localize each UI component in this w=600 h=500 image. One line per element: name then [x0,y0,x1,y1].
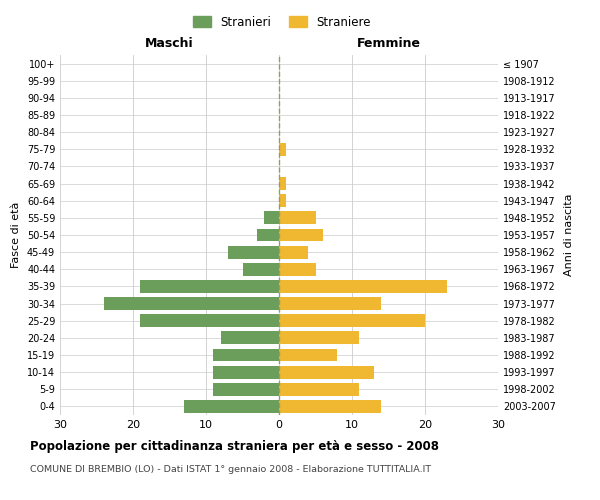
Bar [279,280,447,293]
Bar [279,400,381,413]
Bar [184,400,279,413]
Bar [279,194,286,207]
Bar [279,246,308,258]
Bar [279,177,286,190]
Text: Maschi: Maschi [145,37,194,50]
Text: Popolazione per cittadinanza straniera per età e sesso - 2008: Popolazione per cittadinanza straniera p… [30,440,439,453]
Bar [221,332,279,344]
Y-axis label: Fasce di età: Fasce di età [11,202,21,268]
Text: Femmine: Femmine [356,37,421,50]
Bar [242,263,279,276]
Bar [140,280,279,293]
Bar [279,314,425,327]
Bar [279,348,337,362]
Bar [279,212,316,224]
Bar [214,383,279,396]
Bar [279,383,359,396]
Bar [265,212,279,224]
Bar [279,228,323,241]
Bar [279,332,359,344]
Bar [279,143,286,156]
Bar [140,314,279,327]
Bar [257,228,279,241]
Y-axis label: Anni di nascita: Anni di nascita [564,194,574,276]
Bar [228,246,279,258]
Bar [279,263,316,276]
Bar [214,366,279,378]
Bar [279,366,374,378]
Text: COMUNE DI BREMBIO (LO) - Dati ISTAT 1° gennaio 2008 - Elaborazione TUTTITALIA.IT: COMUNE DI BREMBIO (LO) - Dati ISTAT 1° g… [30,466,431,474]
Bar [104,297,279,310]
Bar [214,348,279,362]
Legend: Stranieri, Straniere: Stranieri, Straniere [188,11,376,34]
Bar [279,297,381,310]
